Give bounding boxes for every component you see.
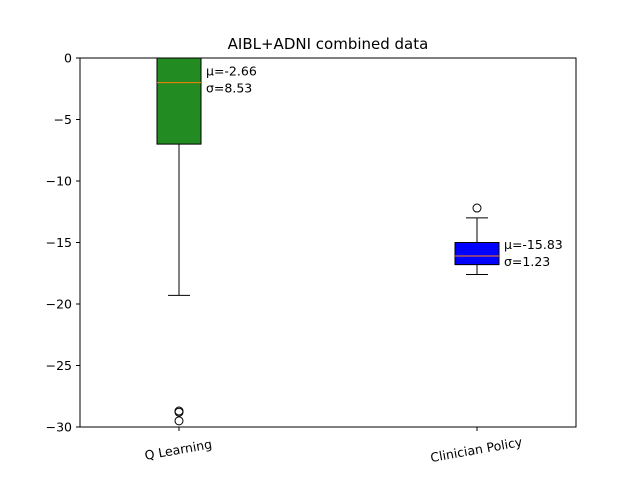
clinician-policy-annotation-mean: μ=-15.83 xyxy=(504,237,563,252)
clinician-policy-outlier xyxy=(472,203,482,213)
y-tick-label: −30 xyxy=(46,420,72,435)
y-tick-label: −15 xyxy=(46,235,72,250)
y-tick-label: 0 xyxy=(64,51,72,66)
q-learning-box xyxy=(156,57,202,145)
q-learning-annotation-std: σ=8.53 xyxy=(206,81,252,96)
y-tick-label: −20 xyxy=(46,297,72,312)
q-learning-outlier xyxy=(174,407,184,417)
y-tick-label: −5 xyxy=(54,112,72,127)
y-tick-label: −10 xyxy=(46,174,72,189)
clinician-policy-box xyxy=(454,242,500,266)
q-learning-annotation-mean: μ=-2.66 xyxy=(206,64,257,79)
clinician-policy-annotation-std: σ=1.23 xyxy=(504,254,550,269)
chart-title: AIBL+ADNI combined data xyxy=(228,35,429,53)
y-tick-label: −25 xyxy=(46,358,72,373)
q-learning-outlier xyxy=(174,416,184,426)
axes-frame xyxy=(79,57,577,428)
